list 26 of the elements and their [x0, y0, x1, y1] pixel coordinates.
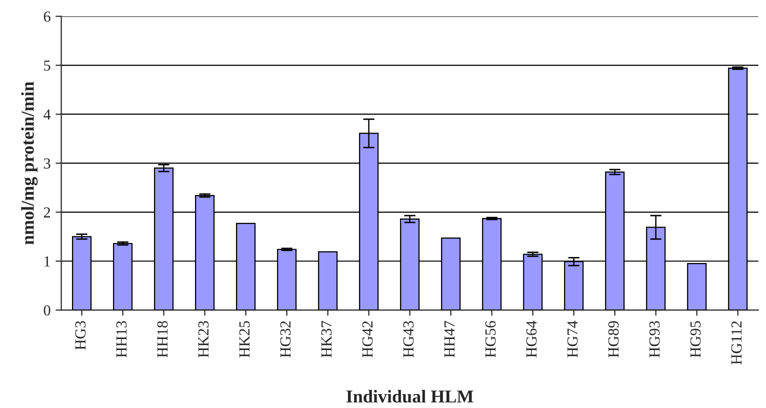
y-tick-label: 6 — [44, 12, 50, 22]
x-axis-title: Individual HLM — [346, 390, 474, 403]
x-tick-label: HG3 — [75, 321, 86, 350]
y-tick-label: 2 — [44, 207, 50, 218]
x-tick-label: HH13 — [116, 321, 127, 358]
x-tick-label: HH18 — [157, 321, 168, 358]
y-axis-title: nmol/mg protein/min — [21, 82, 38, 245]
y-tick-label: 0 — [44, 305, 50, 316]
x-tick-label: HG42 — [362, 321, 373, 358]
x-tick-label: HG43 — [403, 321, 414, 358]
x-tick-label: HG64 — [526, 320, 537, 358]
y-tick-label: 4 — [44, 109, 51, 120]
x-tick-label: HH47 — [444, 320, 454, 358]
x-tick-label: HG32 — [280, 321, 291, 358]
x-tick-label: HG112 — [731, 321, 742, 364]
y-tick-label: 3 — [44, 158, 50, 169]
x-tick-label: HK25 — [239, 321, 250, 358]
x-tick-label: HK37 — [321, 320, 332, 358]
x-tick-label: HG89 — [608, 321, 619, 358]
x-tick-label: HG95 — [690, 321, 701, 358]
x-tick-label: HK23 — [198, 321, 209, 358]
x-tick-label: HG56 — [485, 320, 496, 358]
x-tick-label: HG93 — [649, 321, 660, 358]
x-tick-label: HG74 — [567, 320, 578, 358]
y-tick-label: 5 — [44, 60, 50, 71]
y-tick-label: 1 — [44, 256, 50, 266]
